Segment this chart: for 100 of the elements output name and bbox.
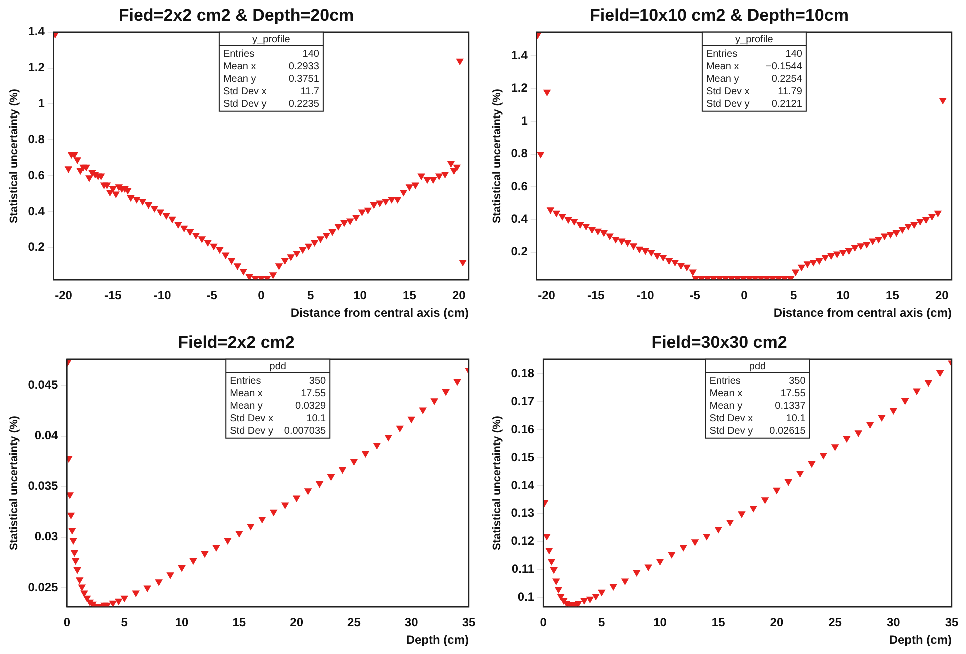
x-tick-label: -5 (690, 288, 701, 303)
y-tick-label: 0.045 (28, 378, 59, 392)
annotation: Entries (223, 48, 255, 60)
annotation: Mean y (230, 400, 263, 412)
chart-title: Fied=2x2 cm2 & Depth=20cm (118, 6, 354, 25)
y-tick-label: 0.8 (511, 146, 528, 161)
x-tick-label: 10 (175, 616, 190, 630)
annotation: Std Dev x (230, 413, 274, 424)
y-tick-label: 0.1 (518, 590, 535, 604)
annotation: 0.007035 (284, 426, 327, 437)
annotation: Std Dev y (230, 426, 274, 437)
x-tick-label: 5 (308, 288, 315, 303)
y-tick-label: 0.15 (511, 450, 535, 464)
chart-title: Field=30x30 cm2 (652, 332, 788, 352)
y-tick-label: 0.8 (28, 132, 46, 146)
annotation: Std Dev x (706, 86, 750, 98)
x-tick-label: -10 (154, 288, 172, 303)
y-tick-label: 1.2 (28, 60, 46, 75)
y-tick-label: 0.035 (28, 479, 59, 494)
y-tick-label: 0.11 (512, 562, 535, 576)
annotation: Mean y (223, 74, 256, 85)
y-axis-title: Statistical uncertainty (%) (492, 416, 504, 551)
x-tick-label: 20 (770, 616, 784, 630)
annotation: 0.3751 (288, 74, 320, 85)
chart-title: Field=2x2 cm2 (178, 332, 295, 352)
x-tick-label: 5 (598, 616, 606, 630)
x-axis-title: Distance from central axis (cm) (290, 306, 469, 320)
x-tick-label: 15 (403, 288, 417, 303)
annotation: 17.55 (780, 388, 806, 400)
x-tick-label: 25 (348, 616, 362, 630)
annotation: 0.02615 (770, 426, 806, 437)
annotation: 17.55 (301, 388, 327, 400)
x-tick-label: -20 (55, 288, 73, 303)
y-tick-label: 0.6 (511, 179, 528, 194)
y-tick-label: 0.6 (28, 168, 46, 182)
y-tick-label: 0.2 (28, 240, 46, 254)
x-tick-label: 30 (404, 616, 419, 630)
y-axis-title: Statistical uncertainty (%) (8, 416, 21, 551)
y-tick-label: 0.16 (511, 422, 535, 436)
x-tick-label: 5 (790, 288, 798, 303)
annotation: Mean x (710, 388, 743, 400)
x-tick-label: 0 (540, 616, 548, 630)
x-tick-label: -15 (588, 288, 606, 303)
annotation: −0.1544 (766, 61, 803, 72)
annotation: Entries (706, 48, 738, 60)
x-tick-label: -10 (636, 288, 655, 303)
y-tick-label: 1.2 (511, 81, 528, 96)
y-tick-label: 0.18 (511, 366, 535, 381)
y-axis-title: Statistical uncertainty (%) (492, 88, 504, 224)
annotation: Std Dev y (710, 426, 754, 437)
annotation: 10.1 (306, 413, 327, 424)
y-tick-label: 0.2 (511, 244, 528, 259)
x-tick-label: 10 (354, 288, 368, 303)
x-tick-label: 30 (886, 616, 901, 630)
annotation: Std Dev y (706, 98, 750, 110)
y-tick-label: 0.17 (511, 394, 535, 408)
annotation: Mean x (706, 61, 740, 72)
x-tick-label: 35 (945, 616, 959, 630)
x-tick-label: -20 (538, 288, 556, 303)
y-tick-label: 0.025 (28, 580, 59, 594)
x-tick-label: 20 (935, 288, 950, 303)
annotation: Mean y (706, 74, 740, 85)
annotation: 140 (786, 48, 803, 60)
x-tick-label: 0 (64, 616, 71, 630)
chart-title: Field=10x10 cm2 & Depth=10cm (590, 6, 849, 25)
annotation: 11.79 (778, 86, 803, 98)
y-tick-label: 0.13 (511, 506, 535, 520)
y-tick-label: 1.4 (511, 48, 528, 62)
y-tick-label: 1 (521, 114, 528, 128)
x-tick-label: 5 (121, 616, 128, 630)
x-axis-title: Depth (cm) (889, 633, 952, 648)
x-tick-label: 20 (452, 288, 466, 303)
x-axis-title: Depth (cm) (406, 633, 469, 648)
annotation: y_profile (736, 34, 774, 46)
annotation: 11.7 (300, 86, 320, 98)
x-tick-label: 10 (836, 288, 850, 303)
y-tick-label: 1 (38, 96, 46, 111)
x-tick-label: -15 (104, 288, 122, 303)
y-tick-label: 0.4 (28, 204, 46, 218)
annotation: Std Dev x (223, 86, 267, 98)
x-tick-label: 15 (886, 288, 900, 303)
y-tick-label: 0.12 (511, 534, 535, 548)
x-tick-label: -5 (206, 288, 218, 303)
annotation: Mean x (230, 388, 263, 400)
x-tick-label: 15 (232, 616, 246, 630)
annotation: 0.2235 (288, 98, 320, 110)
annotation: 140 (302, 48, 320, 60)
annotation: 350 (789, 376, 806, 387)
annotation: Mean x (223, 61, 256, 72)
annotation: Std Dev y (223, 98, 267, 110)
annotation: pdd (270, 361, 286, 372)
annotation: 10.1 (786, 413, 806, 424)
annotation: 0.2933 (288, 61, 320, 72)
x-tick-label: 0 (741, 288, 748, 303)
x-tick-label: 10 (654, 616, 668, 630)
y-tick-label: 0.04 (34, 428, 59, 443)
y-axis-title: Statistical uncertainty (%) (8, 88, 21, 224)
annotation: Mean y (710, 400, 743, 412)
x-tick-label: 35 (462, 616, 476, 630)
annotation: y_profile (252, 34, 291, 46)
